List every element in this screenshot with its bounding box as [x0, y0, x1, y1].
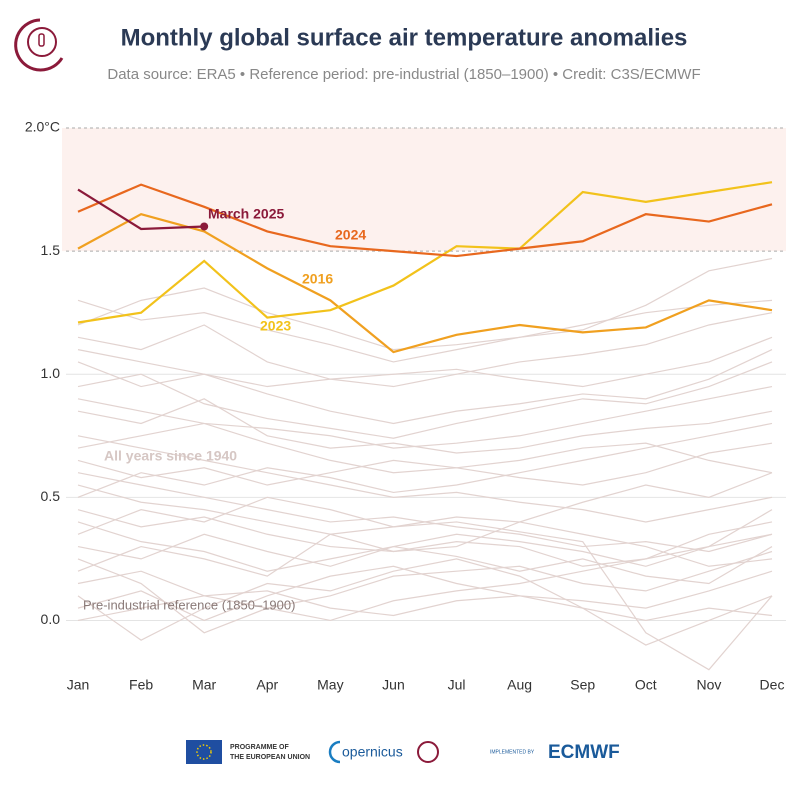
y-tick-label: 2.0°C — [25, 119, 60, 135]
footer-text: ECMWF — [548, 742, 620, 763]
footer-text: opernicus — [342, 744, 403, 760]
plot-area: 0.0 0.5 1.0 1.5 2.0°C Jan Feb Mar Apr May Jun Jul Au… — [25, 119, 786, 693]
background-year-line — [77, 590, 773, 622]
x-tick-label: Apr — [256, 677, 278, 693]
chart-title: Monthly global surface air temperature a… — [121, 24, 688, 51]
annotation: March 2025 — [208, 206, 284, 222]
highlight-band — [62, 128, 786, 252]
background-year-line — [77, 299, 773, 363]
highlight-line — [77, 188, 205, 231]
annotation: All years since 1940 — [104, 448, 237, 464]
background-year-line — [77, 442, 773, 486]
x-tick-label: Nov — [696, 677, 721, 693]
background-year-line — [77, 435, 773, 523]
x-tick-label: Feb — [129, 677, 153, 693]
background-year-line — [77, 349, 773, 425]
background-year-line — [77, 484, 773, 671]
x-tick-label: Sep — [570, 677, 595, 693]
c3s-icon — [14, 18, 64, 72]
background-year-line — [77, 533, 773, 585]
background-year-line — [77, 509, 773, 567]
x-tick-label: Jun — [382, 677, 405, 693]
background-year-line — [77, 385, 773, 449]
background-year-line — [77, 398, 773, 454]
background-year-line — [77, 336, 773, 388]
footer-text: IMPLEMENTED BY — [490, 749, 535, 755]
annotation: 2024 — [335, 227, 366, 243]
background-year-line — [77, 361, 773, 439]
annotation: 2023 — [260, 318, 291, 334]
background-year-line — [77, 312, 773, 388]
highlight-line — [77, 183, 773, 258]
highlight-line — [77, 212, 773, 354]
annotation: 2016 — [302, 271, 333, 287]
footer-text: THE EUROPEAN UNION — [230, 754, 310, 761]
latest-point — [200, 222, 209, 231]
y-tick-label: 1.0 — [41, 365, 61, 381]
background-year-line — [77, 565, 773, 622]
y-tick-label: 0.0 — [41, 611, 61, 627]
highlight-line — [77, 181, 773, 324]
background-year-line — [77, 533, 773, 622]
chart-subtitle: Data source: ERA5 • Reference period: pr… — [107, 66, 700, 83]
x-tick-label: Jul — [448, 677, 466, 693]
x-tick-label: Dec — [760, 677, 785, 693]
background-year-line — [77, 509, 773, 572]
x-tick-label: May — [317, 677, 343, 693]
annotation: Pre-industrial reference (1850–1900) — [83, 597, 295, 612]
background-year-line — [77, 550, 773, 634]
y-tick-label: 0.5 — [41, 488, 61, 504]
x-tick-label: Mar — [192, 677, 216, 693]
background-year-line — [77, 558, 773, 646]
footer-logos: PROGRAMME OF THE EUROPEAN UNION opernicu… — [186, 740, 620, 764]
background-year-line — [77, 472, 773, 535]
x-tick-label: Oct — [635, 677, 657, 693]
background-year-line — [77, 521, 773, 577]
background-year-line — [77, 472, 773, 553]
y-tick-label: 1.5 — [41, 242, 61, 258]
background-year-line — [77, 422, 773, 474]
background-year-line — [77, 257, 773, 351]
footer-text: PROGRAMME OF — [230, 744, 289, 751]
x-tick-label: Aug — [507, 677, 532, 693]
x-tick-label: Jan — [67, 677, 90, 693]
